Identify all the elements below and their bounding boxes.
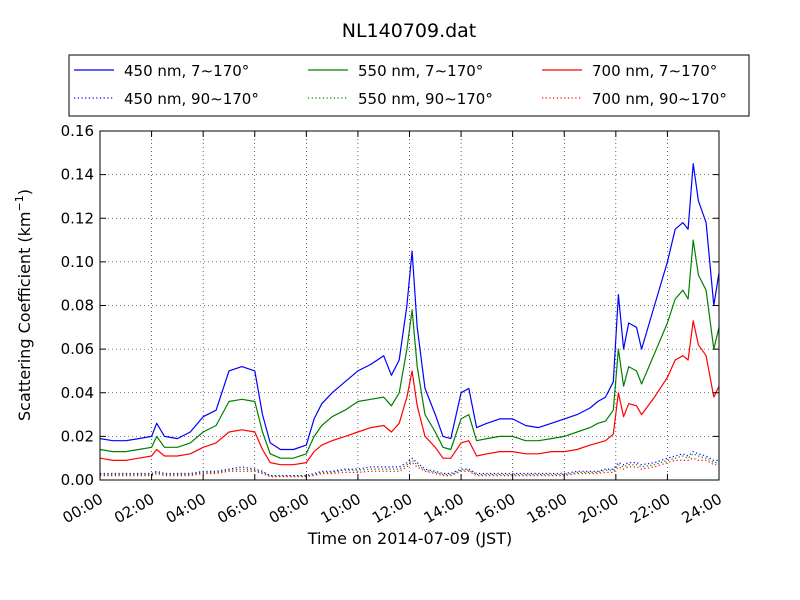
series-line [100,239,719,459]
series-line [100,453,719,477]
chart-title: NL140709.dat [342,20,477,42]
legend-label: 550 nm, 90∼170° [358,90,493,108]
series-line [100,163,719,451]
y-tick-label: 0.04 [61,384,94,402]
legend: 450 nm, 7∼170° 550 nm, 7∼170° 700 nm, 7∼17… [68,54,750,117]
legend-label: 450 nm, 7∼170° [124,62,249,80]
y-tick-label: 0.08 [61,297,94,315]
y-axis-label: Scattering Coefficient (km−1) [13,189,34,421]
y-tick-labels: 0.00 0.02 0.04 0.06 0.08 0.10 0.12 0.14 0.16 [61,122,94,489]
y-axis-label-close: ) [15,189,34,195]
legend-frame [68,54,750,117]
y-tick-label: 0.06 [61,340,94,358]
series-line [100,457,719,478]
axis-ticks [99,130,720,481]
y-axis-label-main: Scattering Coefficient (km [15,211,34,421]
series-line [100,320,719,466]
legend-label: 550 nm, 7∼170° [358,62,483,80]
legend-label: 700 nm, 90∼170° [592,90,727,108]
x-axis-label: Time on 2014-07-09 (JST) [307,529,512,548]
y-tick-label: 0.16 [61,122,94,140]
legend-label: 700 nm, 7∼170° [592,62,717,80]
series-layer [100,163,719,478]
y-tick-label: 0.14 [61,166,94,184]
y-axis-label-sup: −1 [13,195,26,211]
y-tick-label: 0.00 [61,471,94,489]
y-tick-label: 0.10 [61,253,94,271]
series-line [100,451,719,477]
y-tick-label: 0.12 [61,209,94,227]
legend-label: 450 nm, 90∼170° [124,90,259,108]
y-tick-label: 0.02 [61,427,94,445]
